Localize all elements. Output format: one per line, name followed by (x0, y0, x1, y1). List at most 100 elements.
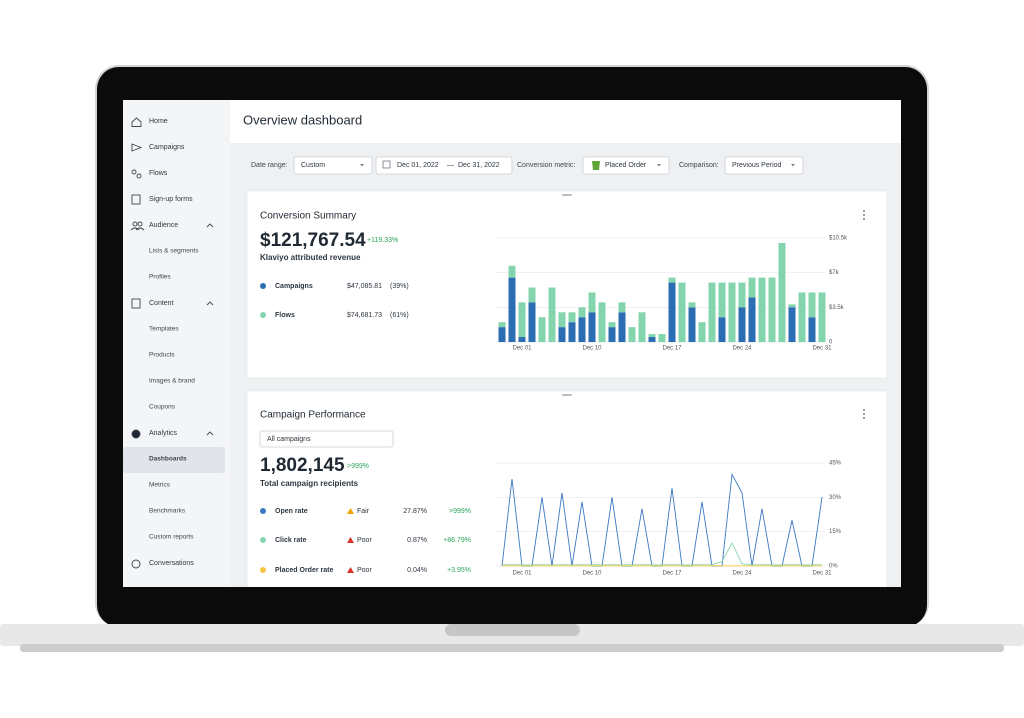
bar-segment (558, 312, 566, 328)
bar-segment (648, 337, 656, 342)
nav-subitem[interactable]: Coupons (149, 404, 176, 411)
legend-label: Placed Order rate (275, 567, 333, 574)
date-box[interactable] (375, 156, 513, 175)
nav-subitem[interactable]: Templates (149, 326, 179, 333)
x-tick-label: Dec 17 (662, 346, 682, 352)
kebab-menu[interactable] (863, 409, 865, 419)
select-box[interactable] (259, 430, 394, 448)
select-value[interactable]: All campaigns (267, 436, 311, 443)
nav-subitem[interactable]: Lists & segments (149, 248, 199, 255)
filter-value[interactable]: Custom (301, 162, 325, 169)
select-box[interactable] (724, 156, 804, 175)
nav-subitem[interactable]: Products (149, 352, 175, 359)
card-title: Conversion Summary (260, 211, 356, 222)
rating: Fair (357, 508, 370, 515)
legend-label: Flows (275, 312, 295, 319)
bar-segment (708, 282, 716, 342)
filter-value[interactable]: Placed Order (605, 162, 647, 169)
nav-item[interactable]: Audience (149, 222, 178, 229)
bar-segment (698, 322, 706, 342)
bar-segment (518, 337, 526, 342)
y-tick-label: $7k (829, 270, 840, 276)
bar-segment (588, 292, 596, 313)
select-box[interactable] (293, 156, 373, 175)
kpi-subtitle: Klaviyo attributed revenue (260, 253, 361, 262)
rating: Poor (357, 567, 372, 574)
breakdown-share: (39%) (390, 283, 409, 290)
y-tick-label: 0% (829, 564, 838, 570)
bar-segment (718, 282, 726, 318)
bar-segment (568, 312, 576, 323)
bar-segment (808, 292, 816, 318)
nav-subitem[interactable]: Metrics (149, 482, 171, 489)
bar-segment (518, 302, 526, 338)
legend-dot (260, 567, 266, 573)
bar-segment (738, 307, 746, 342)
filter-boxes (293, 156, 804, 175)
drag-handle[interactable] (562, 194, 572, 196)
page-title: Overview dashboard (243, 112, 362, 127)
laptop-notch (445, 624, 580, 636)
active-nav-bg (123, 447, 225, 473)
bar-segment (678, 282, 686, 342)
filter-label: Conversion metric: (517, 162, 575, 169)
nav-item[interactable]: Analytics (149, 430, 178, 437)
header (230, 100, 901, 143)
legend-dot (260, 283, 266, 289)
x-tick-label: Dec 10 (582, 346, 602, 352)
filter-label: Comparison: (679, 162, 719, 169)
kebab-menu[interactable] (863, 210, 865, 220)
nav-item[interactable]: Content (149, 300, 174, 307)
bar-segment (818, 292, 826, 342)
bar-segment (748, 297, 756, 342)
bar-segment (568, 322, 576, 342)
kpi-change: >999% (347, 463, 369, 470)
nav-subitem[interactable]: Profiles (149, 274, 171, 281)
bar-segment (788, 307, 796, 342)
breakdown-value: $74,681.73 (347, 312, 382, 319)
rating-icon (347, 537, 354, 543)
bar-segment (738, 282, 746, 308)
breakdown-value: $47,085.81 (347, 283, 382, 290)
drag-handle[interactable] (562, 394, 572, 396)
nav-subitem[interactable]: Images & brand (149, 378, 195, 385)
x-tick-label: Dec 31 (812, 346, 832, 352)
nav-subitem[interactable]: Benchmarks (149, 508, 186, 515)
bar-segment (608, 322, 616, 328)
x-tick-label: Dec 01 (512, 571, 532, 577)
rating: Poor (357, 537, 372, 544)
kpi-value: 1,802,145 (260, 455, 345, 476)
legend-dot (260, 312, 266, 318)
select-box[interactable] (582, 156, 670, 175)
nav-item[interactable]: Conversations (149, 560, 194, 567)
bar-segment (498, 327, 506, 342)
x-tick-label: Dec 01 (512, 346, 532, 352)
bar-segment (648, 334, 656, 338)
shopify-icon (592, 161, 600, 170)
kpi-value: $121,767.54 (260, 230, 366, 251)
start-date[interactable]: Dec 01, 2022 (397, 162, 439, 169)
y-tick-label: 45% (829, 461, 842, 467)
end-date[interactable]: Dec 31, 2022 (458, 162, 500, 169)
bar-segment (618, 312, 626, 342)
y-tick-label: 15% (829, 529, 842, 535)
bar-segment (718, 317, 726, 342)
nav-subitem[interactable]: Dashboards (149, 456, 187, 463)
filter-value[interactable]: Previous Period (732, 162, 782, 169)
metric-value: 27.87% (403, 508, 427, 515)
nav-item[interactable]: Campaigns (149, 144, 185, 151)
bar-segment (658, 334, 666, 342)
bar-segment (528, 287, 536, 303)
bar-segment (668, 282, 676, 342)
bar-segment (688, 302, 696, 308)
nav-item[interactable]: Sign-up forms (149, 196, 193, 203)
bar-segment (788, 304, 796, 308)
laptop-foot (20, 644, 1004, 652)
legend-label: Click rate (275, 537, 307, 544)
legend-dot (260, 508, 266, 514)
nav-item[interactable]: Home (149, 118, 168, 125)
nav-subitem[interactable]: Custom reports (149, 534, 194, 541)
nav-item[interactable]: Flows (149, 170, 168, 177)
bar-segment (608, 327, 616, 342)
